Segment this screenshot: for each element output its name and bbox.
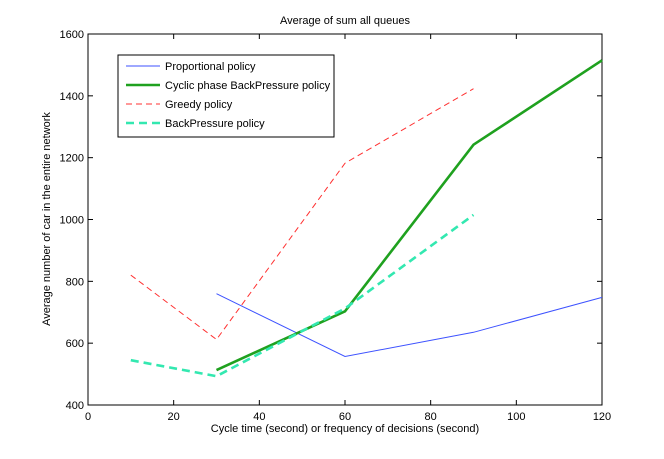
series-line-cyclic-phase-backpressure-policy	[215, 59, 603, 372]
y-tick-label: 1200	[60, 153, 84, 165]
x-tick-label: 80	[425, 411, 437, 423]
x-tick-label: 60	[339, 411, 351, 423]
x-tick-label: 120	[593, 411, 611, 423]
x-axis-label: Cycle time (second) or frequency of deci…	[211, 423, 479, 435]
y-tick-label: 800	[66, 276, 84, 288]
x-tick-label: 20	[168, 411, 180, 423]
legend-label-proportional-policy: Proportional policy	[165, 61, 256, 73]
x-tick-label: 40	[253, 411, 265, 423]
legend-label-cyclic-phase-backpressure-policy: Cyclic phase BackPressure policy	[165, 80, 331, 92]
y-tick-label: 1600	[60, 29, 84, 41]
series-line-proportional-policy	[216, 293, 603, 358]
legend-label-greedy-policy: Greedy policy	[165, 99, 233, 111]
series-line-backpressure-policy	[130, 213, 475, 378]
chart-title: Average of sum all queues	[280, 15, 411, 27]
series-line-greedy-policy	[130, 88, 474, 341]
y-tick-label: 1400	[60, 91, 84, 103]
legend: Proportional policy Cyclic phase BackPres…	[117, 54, 335, 138]
y-tick-label: 600	[66, 338, 84, 350]
y-tick-label: 400	[66, 400, 84, 412]
legend-label-backpressure-policy: BackPressure policy	[165, 118, 265, 130]
y-tick-label: 1000	[60, 215, 84, 227]
y-axis-label: Average number of car in the entire netw…	[41, 112, 53, 326]
x-tick-label: 100	[507, 411, 525, 423]
x-tick-label: 0	[85, 411, 91, 423]
